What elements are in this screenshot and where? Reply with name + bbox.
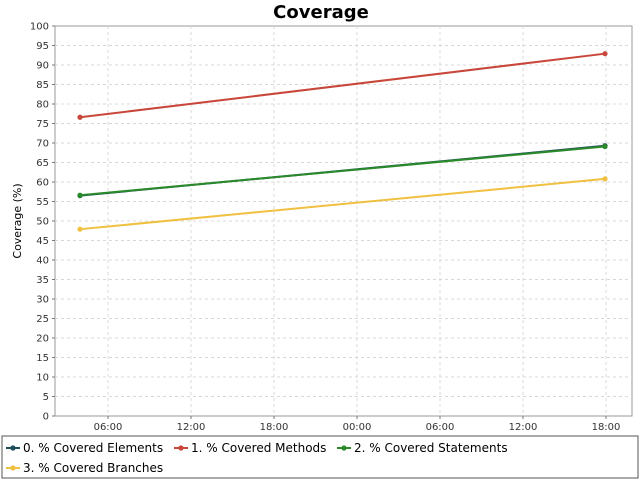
series-line-1 bbox=[79, 52, 606, 119]
legend-item-3: 3. % Covered Branches bbox=[6, 461, 163, 475]
x-tick-label: 06:00 bbox=[94, 422, 123, 433]
y-tick-label: 75 bbox=[36, 119, 49, 130]
data-point-3 bbox=[77, 226, 83, 232]
y-tick-label: 15 bbox=[36, 353, 49, 364]
legend-label: 3. % Covered Branches bbox=[23, 461, 163, 475]
y-tick-label: 60 bbox=[36, 178, 49, 189]
y-axis-label: Coverage (%) bbox=[11, 183, 24, 258]
legend: 0. % Covered Elements 1. % Covered Method… bbox=[6, 441, 508, 475]
y-tick-label: 0 bbox=[43, 412, 49, 423]
series-line-3 bbox=[79, 177, 606, 231]
x-tick-label: 06:00 bbox=[426, 422, 455, 433]
series-lines bbox=[77, 51, 608, 232]
series-line-2 bbox=[79, 145, 606, 197]
y-tick-label: 10 bbox=[36, 373, 49, 384]
legend-label: 0. % Covered Elements bbox=[23, 441, 163, 455]
y-tick-label: 70 bbox=[36, 139, 49, 150]
data-point-2 bbox=[602, 143, 608, 150]
x-tick-label: 00:00 bbox=[343, 422, 372, 433]
y-tick-label: 65 bbox=[36, 158, 49, 169]
y-tick-label: 80 bbox=[36, 100, 49, 111]
y-tick-label: 100 bbox=[30, 22, 49, 33]
y-tick-label: 5 bbox=[43, 392, 49, 403]
legend-label: 2. % Covered Statements bbox=[354, 441, 508, 455]
chart-title: Coverage bbox=[273, 2, 369, 23]
legend-item-2: 2. % Covered Statements bbox=[337, 441, 508, 455]
y-tick-label: 35 bbox=[36, 275, 49, 286]
y-tick-label: 95 bbox=[36, 41, 49, 52]
y-tick-label: 85 bbox=[36, 80, 49, 91]
data-point-1 bbox=[77, 114, 83, 120]
legend-marker bbox=[10, 445, 16, 451]
y-tick-label: 90 bbox=[36, 61, 49, 72]
x-tick-label: 12:00 bbox=[509, 422, 538, 433]
y-tick-label: 25 bbox=[36, 314, 49, 325]
data-point-3 bbox=[602, 176, 608, 182]
y-tick-label: 30 bbox=[36, 295, 49, 306]
legend-label: 1. % Covered Methods bbox=[191, 441, 326, 455]
x-tick-label: 18:00 bbox=[260, 422, 289, 433]
data-point-1 bbox=[602, 51, 608, 57]
x-tick-label: 12:00 bbox=[177, 422, 206, 433]
y-tick-label: 40 bbox=[36, 256, 49, 267]
y-axis-ticks: 0 5 10 15 20 25 30 35 40 45 50 55 60 65 70 75 80 85 90 95 10… bbox=[30, 22, 55, 423]
y-tick-label: 50 bbox=[36, 217, 49, 228]
y-tick-label: 45 bbox=[36, 236, 49, 247]
grid-lines bbox=[55, 26, 632, 416]
legend-marker bbox=[10, 465, 16, 471]
legend-marker bbox=[341, 445, 347, 451]
x-axis-ticks: 06:00 12:00 18:00 00:00 06:00 12:00 18:00 bbox=[94, 416, 621, 433]
legend-item-1: 1. % Covered Methods bbox=[174, 441, 326, 455]
y-tick-label: 55 bbox=[36, 197, 49, 208]
legend-box bbox=[1, 435, 639, 479]
data-point-2 bbox=[77, 192, 83, 198]
y-tick-label: 20 bbox=[36, 334, 49, 345]
x-tick-label: 18:00 bbox=[592, 422, 621, 433]
legend-marker bbox=[178, 445, 184, 451]
legend-item-0: 0. % Covered Elements bbox=[6, 441, 163, 455]
